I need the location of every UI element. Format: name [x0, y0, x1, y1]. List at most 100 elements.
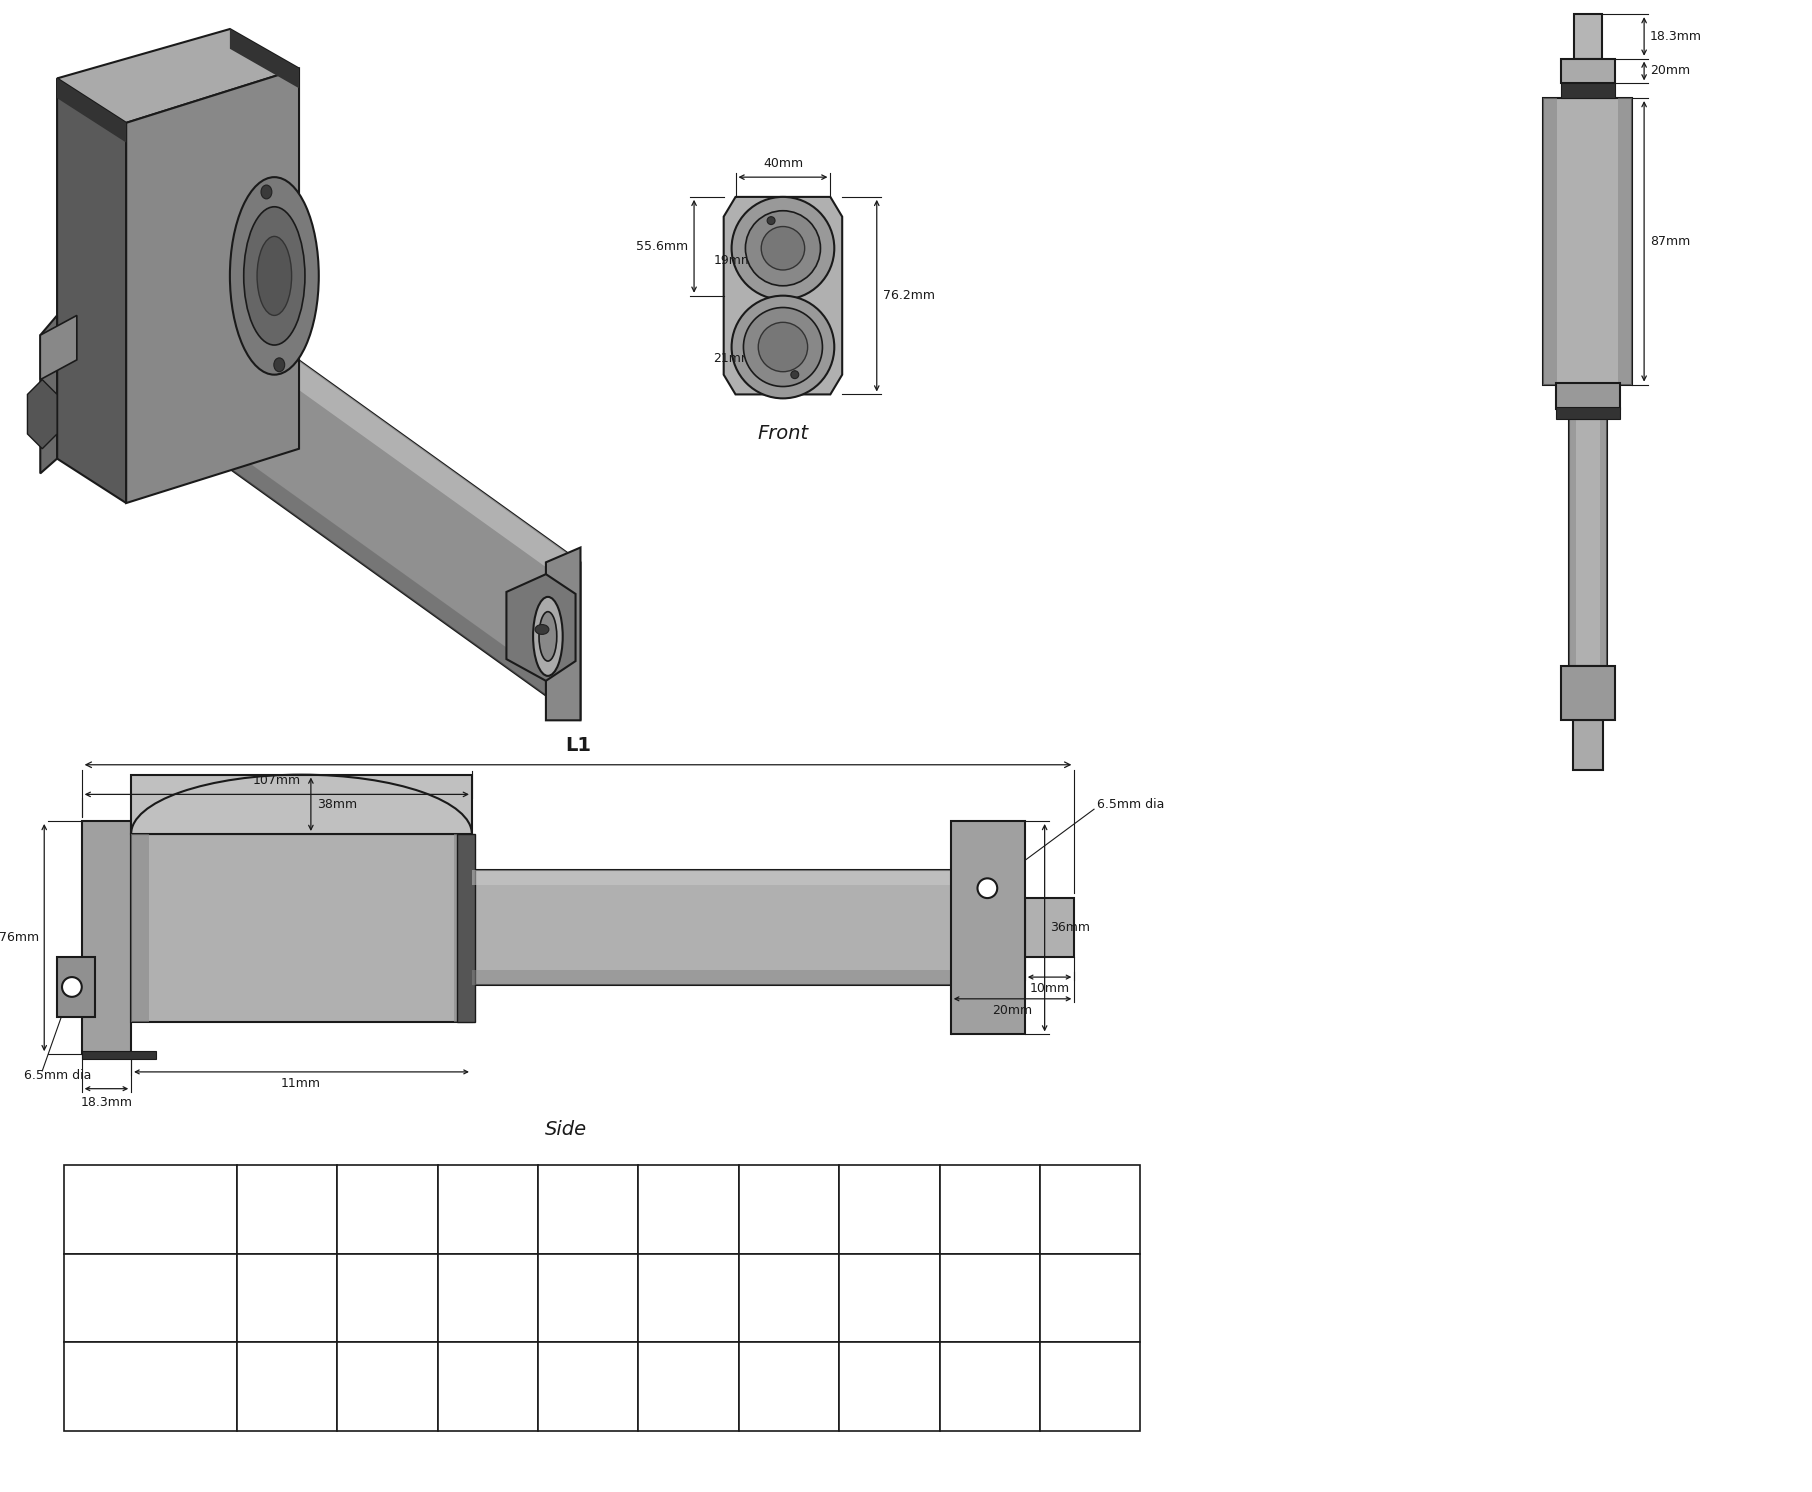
Bar	[130, 834, 471, 1022]
Text: 5.5": 5.5"	[270, 1291, 304, 1306]
Bar	[337, 1165, 439, 1253]
Text: 724mm: 724mm	[1062, 1380, 1120, 1394]
Ellipse shape	[533, 597, 564, 676]
Bar	[1544, 98, 1557, 385]
Text: 13.50": 13.50"	[761, 1291, 817, 1306]
Text: 28.50": 28.50"	[1062, 1291, 1118, 1306]
Bar	[638, 1165, 739, 1253]
Bar	[940, 1165, 1040, 1253]
Polygon shape	[127, 236, 580, 592]
Text: Front: Front	[757, 424, 808, 443]
Bar	[1026, 898, 1075, 958]
Circle shape	[757, 322, 808, 372]
Bar	[538, 1253, 638, 1343]
Bar	[1040, 1253, 1140, 1343]
Polygon shape	[40, 315, 76, 379]
Text: 24": 24"	[1076, 1201, 1105, 1216]
Ellipse shape	[245, 207, 304, 345]
Bar	[1618, 98, 1633, 385]
Text: 16.50": 16.50"	[861, 1291, 917, 1306]
Bar	[1557, 407, 1620, 419]
Bar	[457, 834, 475, 1022]
Bar	[455, 834, 471, 1022]
Ellipse shape	[535, 625, 549, 634]
Text: 55.6mm: 55.6mm	[636, 240, 689, 252]
Text: 18.3mm: 18.3mm	[1651, 30, 1701, 43]
Bar	[1562, 84, 1616, 98]
Polygon shape	[230, 28, 299, 88]
Bar	[1040, 1343, 1140, 1431]
Text: 140mm: 140mm	[257, 1380, 315, 1394]
Bar	[1562, 665, 1616, 721]
Bar	[439, 1165, 538, 1253]
Polygon shape	[27, 379, 56, 449]
Bar	[63, 1165, 237, 1253]
Polygon shape	[506, 574, 576, 680]
Text: 8.5": 8.5"	[571, 1291, 605, 1306]
Bar	[1569, 419, 1576, 665]
Polygon shape	[545, 548, 580, 721]
Bar	[839, 1343, 940, 1431]
Ellipse shape	[274, 358, 284, 372]
Bar	[63, 1343, 237, 1431]
Bar	[739, 1343, 839, 1431]
Bar	[638, 1343, 739, 1431]
Text: 216mm: 216mm	[560, 1380, 618, 1394]
Text: L1  Imperial: L1 Imperial	[100, 1291, 201, 1306]
Text: 20mm: 20mm	[1651, 64, 1691, 78]
Text: 419mm: 419mm	[861, 1380, 919, 1394]
Text: 76mm: 76mm	[0, 931, 40, 944]
Ellipse shape	[257, 236, 292, 315]
Bar	[237, 1253, 337, 1343]
Bar	[538, 1165, 638, 1253]
Text: 11mm: 11mm	[281, 1077, 321, 1089]
Bar	[1573, 721, 1602, 770]
Text: 10mm: 10mm	[1029, 982, 1069, 995]
Bar	[1557, 382, 1620, 409]
Bar	[82, 1052, 156, 1059]
Text: 21mm: 21mm	[714, 352, 754, 366]
Bar	[1569, 419, 1607, 665]
Polygon shape	[56, 28, 299, 122]
Bar	[739, 1165, 839, 1253]
Text: 7.5": 7.5"	[471, 1291, 506, 1306]
Polygon shape	[127, 236, 580, 721]
Bar	[337, 1343, 439, 1431]
Text: 3": 3"	[478, 1201, 496, 1216]
Text: 38mm: 38mm	[317, 798, 357, 810]
Polygon shape	[723, 197, 843, 394]
Text: L1    Metric: L1 Metric	[103, 1380, 198, 1395]
Text: 36mm: 36mm	[1051, 921, 1091, 934]
Text: L1: L1	[565, 736, 591, 755]
Text: 12": 12"	[875, 1201, 904, 1216]
Text: 40mm: 40mm	[763, 157, 803, 170]
Bar	[940, 1253, 1040, 1343]
Text: 18.3mm: 18.3mm	[80, 1095, 132, 1109]
Circle shape	[62, 977, 82, 997]
Bar	[1544, 98, 1633, 385]
Polygon shape	[56, 79, 127, 503]
Polygon shape	[127, 374, 580, 721]
Text: 9": 9"	[779, 1201, 799, 1216]
Polygon shape	[40, 315, 56, 473]
Bar	[471, 870, 980, 985]
Circle shape	[732, 197, 834, 300]
Bar	[739, 1253, 839, 1343]
Circle shape	[761, 227, 805, 270]
Text: 6": 6"	[680, 1201, 698, 1216]
Text: 165mm: 165mm	[359, 1380, 417, 1394]
Text: 6.5mm dia: 6.5mm dia	[1096, 798, 1165, 810]
Text: 10.50": 10.50"	[661, 1291, 716, 1306]
Bar	[237, 1343, 337, 1431]
Text: 267mm: 267mm	[660, 1380, 718, 1394]
Text: 19mm: 19mm	[714, 254, 754, 267]
Bar	[130, 834, 149, 1022]
Bar	[130, 774, 471, 834]
Ellipse shape	[261, 185, 272, 198]
Bar	[471, 970, 980, 985]
Bar	[839, 1253, 940, 1343]
Text: 4": 4"	[578, 1201, 598, 1216]
Bar	[638, 1253, 739, 1343]
Text: 1": 1"	[277, 1201, 295, 1216]
Text: Side: Side	[545, 1120, 587, 1140]
